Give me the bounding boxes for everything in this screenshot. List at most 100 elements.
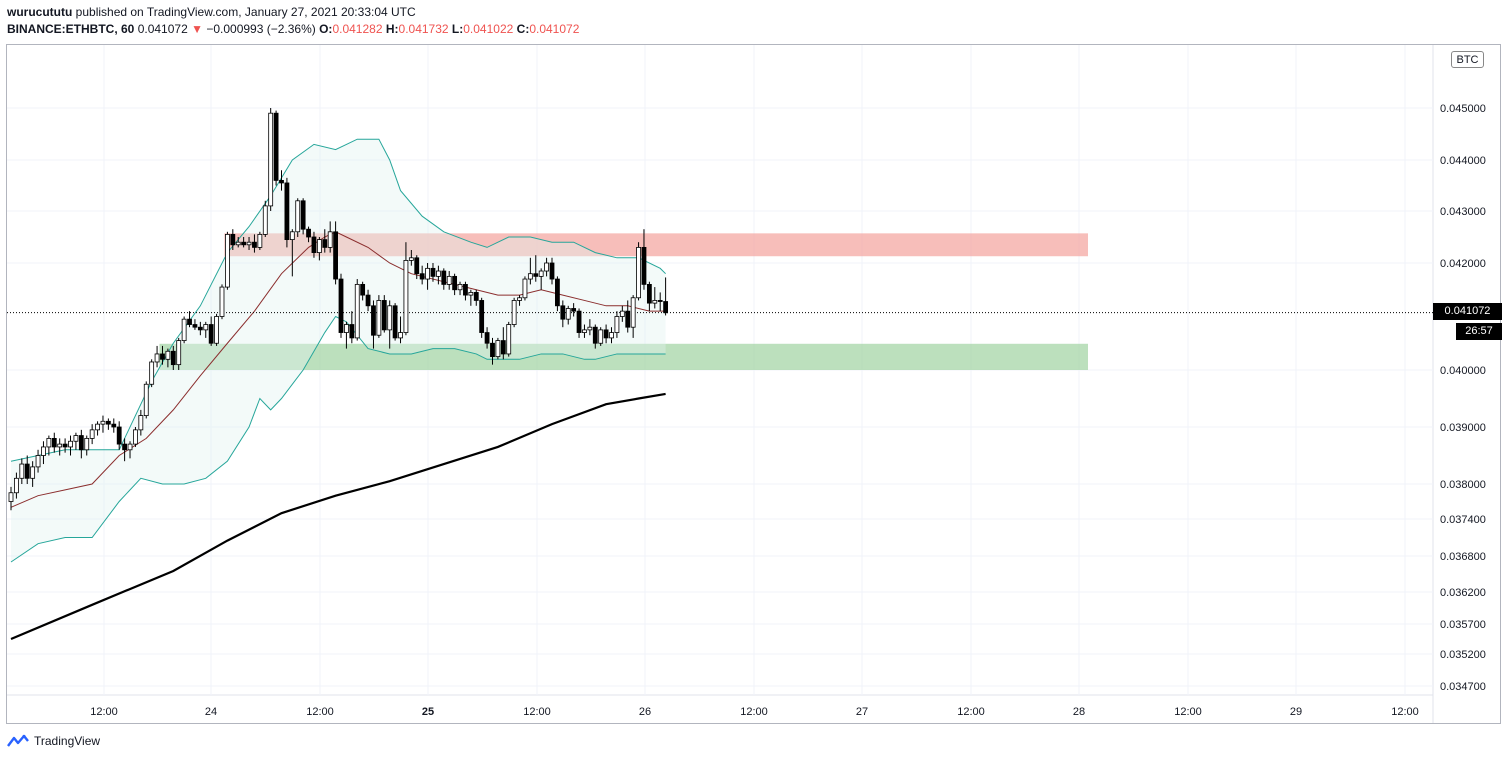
candle-body [506, 324, 512, 355]
candle [582, 324, 587, 338]
low-label: L: [451, 22, 464, 36]
candle [371, 300, 376, 349]
candle-body [630, 297, 636, 328]
candle [500, 327, 506, 360]
candle-body [446, 275, 452, 285]
candle [419, 265, 425, 285]
candle-body [279, 179, 284, 184]
candle [636, 242, 641, 301]
candle-body [68, 440, 73, 448]
candle [538, 268, 544, 290]
candle-body [555, 278, 560, 307]
candle-body [203, 324, 209, 331]
candle-body [365, 294, 371, 307]
candle [51, 432, 57, 453]
candle-body [187, 318, 192, 325]
candle-body [100, 420, 106, 425]
candle-body [473, 292, 479, 301]
candle [84, 435, 90, 456]
x-tick-label: 12:00 [957, 706, 985, 718]
candle [446, 271, 452, 290]
candle-body [403, 259, 409, 333]
candle [122, 438, 128, 462]
author-name: wurucututu [7, 5, 73, 19]
candle-body [549, 262, 555, 280]
candle [549, 257, 555, 285]
candle-body [408, 257, 414, 261]
candle-body [452, 275, 458, 291]
candle [630, 295, 636, 338]
candle [430, 263, 436, 282]
candle-body [657, 300, 663, 302]
candle [441, 268, 447, 290]
candle-body [538, 270, 544, 277]
candle [138, 409, 144, 436]
candle-body [197, 326, 203, 331]
candle-body [457, 283, 463, 291]
candle [641, 229, 647, 290]
candle [657, 292, 663, 312]
candle [408, 250, 414, 266]
candle [224, 231, 230, 290]
x-tick-label: 12:00 [523, 706, 551, 718]
candle [35, 449, 41, 473]
candle-body [479, 300, 485, 333]
candle-body [289, 231, 295, 241]
candle [614, 311, 620, 338]
candle-body [170, 350, 176, 366]
candle [289, 229, 295, 277]
candle-body [143, 383, 149, 417]
candle [327, 221, 333, 253]
candle-body [414, 257, 420, 275]
candle-body [176, 340, 182, 366]
candle-body [560, 305, 566, 320]
x-tick-label: 24 [205, 706, 217, 718]
candle [338, 273, 344, 338]
candle [133, 427, 138, 447]
candle [62, 438, 68, 453]
candle-body [214, 316, 219, 344]
candle [555, 276, 560, 312]
candle [414, 255, 420, 280]
candle [143, 381, 149, 419]
candle-body [181, 318, 187, 341]
close-value: 0.041072 [529, 22, 580, 36]
candle-body [392, 305, 398, 339]
candle [609, 327, 614, 344]
candle [544, 257, 549, 277]
candle [105, 418, 111, 430]
candle [57, 438, 63, 456]
candle [365, 289, 371, 312]
candle-body [527, 273, 533, 280]
candle [349, 311, 355, 344]
candle-body [41, 446, 46, 456]
candle-body [192, 324, 198, 328]
time-axis[interactable]: 12:00 24 12:00 25 12:00 26 12:00 27 12:00 28 12:00… [90, 706, 1419, 718]
candle [527, 257, 533, 285]
y-tick-label: 0.036800 [1440, 551, 1486, 563]
candle-body [565, 308, 571, 320]
tradingview-logo[interactable]: TradingView [7, 734, 100, 748]
candle-body [419, 273, 425, 280]
candle [354, 279, 360, 341]
candle-body [468, 292, 474, 296]
price-axis[interactable]: 0.045000 0.044000 0.043000 0.042000 0.040000… [1440, 103, 1486, 693]
candle-body [327, 231, 333, 248]
publish-text: published on TradingView.com, January 27… [75, 5, 416, 19]
candle [398, 316, 403, 344]
publish-info: wurucututu published on TradingView.com,… [7, 5, 416, 19]
currency-badge[interactable]: BTC [1451, 51, 1484, 68]
candle-body [376, 300, 382, 336]
candle [41, 441, 46, 465]
brand-name: TradingView [34, 734, 101, 748]
candle [268, 108, 274, 211]
high-label: H: [385, 22, 399, 36]
candle [381, 295, 387, 333]
candle-body [500, 340, 506, 355]
candle-body [208, 324, 214, 344]
bar-countdown-tag: 26:57 [1456, 323, 1502, 340]
candle-body [490, 342, 495, 358]
candle-body [484, 332, 490, 344]
candle-body [641, 246, 647, 285]
